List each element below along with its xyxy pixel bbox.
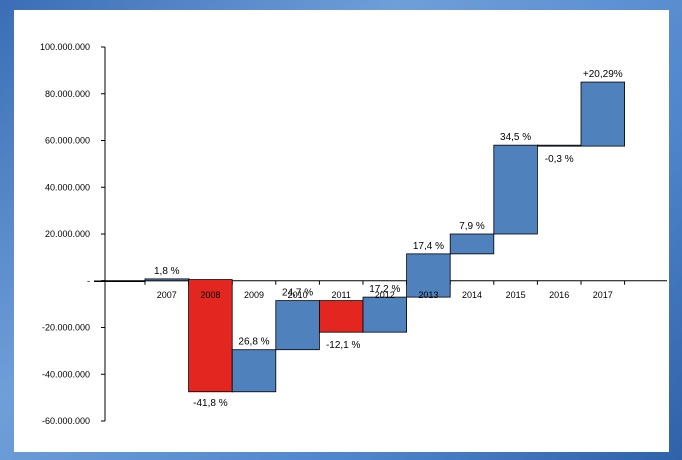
x-tick-label: 2008	[200, 290, 220, 300]
data-label-2007: 1,8 %	[154, 266, 180, 277]
data-label-2017: +20,29%	[583, 69, 623, 80]
bar-2009	[231, 349, 277, 393]
bars	[144, 81, 625, 393]
bar-2012	[362, 296, 407, 333]
y-tick-label: -40.000.000	[42, 369, 90, 379]
y-tick-label: 80.000.000	[45, 89, 90, 99]
waterfall-chart: 100.000.000 80.000.000 60.000.000 40.000.00…	[40, 42, 667, 426]
y-tick-label: 40.000.000	[45, 182, 90, 192]
x-tick-label: 2012	[375, 290, 395, 300]
data-label-2013: 17,4 %	[413, 241, 444, 252]
x-tick-label: 2007	[157, 290, 177, 300]
x-tick-label: 2010	[288, 290, 308, 300]
data-label-2008: -41,8 %	[193, 398, 228, 409]
data-label-2015: 34,5 %	[500, 132, 531, 143]
bar-2017	[580, 81, 625, 147]
data-label-2012: 17,2 %	[369, 284, 400, 295]
x-tick-label: 2014	[462, 290, 482, 300]
chart-panel: 100.000.000 80.000.000 60.000.000 40.000.00…	[14, 10, 669, 452]
y-axis: 100.000.000 80.000.000 60.000.000 40.000.00…	[40, 42, 106, 426]
bar-2013	[406, 253, 451, 298]
data-label-2010: 24,7 %	[282, 288, 313, 299]
data-label-2016: -0,3 %	[545, 154, 574, 165]
bar-2014	[449, 233, 495, 255]
bar-2008	[188, 279, 233, 393]
bar-2007	[144, 278, 189, 282]
bar-2011	[318, 300, 364, 333]
data-labels: 2007 2008 2009 2010 2011 2012 2013 2014 2015 2016…	[154, 69, 623, 409]
y-tick-label: -20.000.000	[42, 323, 90, 333]
x-tick-label: 2013	[418, 290, 438, 300]
data-label-2011: -12,1 %	[326, 340, 361, 351]
x-tick-label: 2016	[549, 290, 569, 300]
bar-2010	[275, 300, 320, 351]
data-label-2009: 26,8 %	[238, 337, 269, 348]
y-tick-label: 60.000.000	[45, 136, 90, 146]
y-tick-label: 20.000.000	[45, 229, 90, 239]
x-tick-label: 2017	[593, 290, 613, 300]
bar-2016	[537, 144, 582, 147]
y-tick-label: 100.000.000	[40, 42, 90, 52]
y-tick-label: -60.000.000	[42, 416, 90, 426]
x-tick-label: 2009	[244, 290, 264, 300]
x-tick-label: 2015	[506, 290, 526, 300]
bar-2015	[493, 144, 538, 235]
x-tick-label: 2011	[332, 290, 351, 300]
data-label-2014: 7,9 %	[459, 221, 485, 232]
y-tick-label: -	[87, 276, 90, 286]
